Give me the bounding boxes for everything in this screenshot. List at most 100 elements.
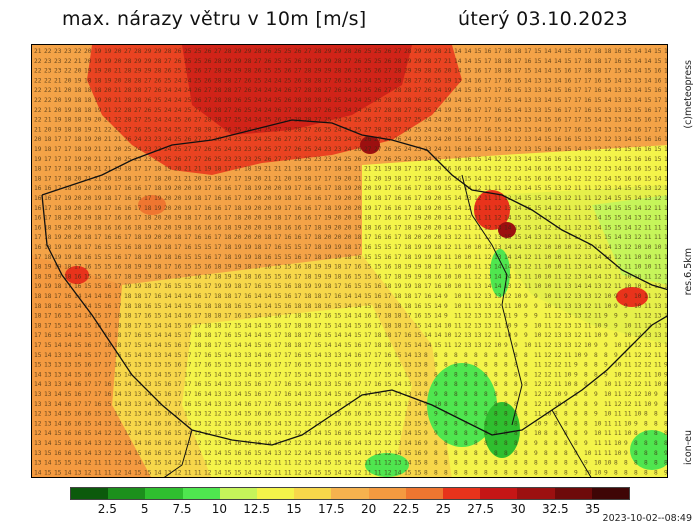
svg-text:8: 8 bbox=[574, 381, 578, 388]
svg-text:15: 15 bbox=[624, 205, 632, 212]
svg-text:26: 26 bbox=[274, 136, 282, 143]
svg-text:16: 16 bbox=[164, 440, 172, 447]
svg-text:8: 8 bbox=[514, 460, 518, 467]
svg-text:26: 26 bbox=[384, 48, 392, 55]
svg-text:17: 17 bbox=[94, 371, 102, 378]
svg-text:15: 15 bbox=[624, 58, 632, 65]
svg-text:10: 10 bbox=[614, 362, 622, 369]
svg-text:15: 15 bbox=[424, 303, 432, 310]
svg-text:27: 27 bbox=[184, 146, 192, 153]
svg-text:20: 20 bbox=[64, 77, 72, 84]
svg-text:17: 17 bbox=[334, 283, 342, 290]
svg-text:16: 16 bbox=[384, 352, 392, 359]
svg-text:20: 20 bbox=[94, 117, 102, 124]
svg-text:27: 27 bbox=[394, 48, 402, 55]
svg-text:9: 9 bbox=[664, 469, 668, 476]
svg-text:25: 25 bbox=[254, 156, 262, 163]
svg-text:26: 26 bbox=[284, 68, 292, 75]
svg-text:8: 8 bbox=[474, 381, 478, 388]
svg-text:18: 18 bbox=[494, 58, 502, 65]
svg-text:27: 27 bbox=[294, 87, 302, 94]
svg-text:23: 23 bbox=[44, 58, 52, 65]
svg-text:15: 15 bbox=[184, 411, 192, 418]
svg-text:14: 14 bbox=[614, 156, 622, 163]
svg-text:10: 10 bbox=[604, 303, 612, 310]
scale-tick-label: 32.5 bbox=[542, 502, 569, 516]
svg-text:26: 26 bbox=[264, 58, 272, 65]
svg-text:19: 19 bbox=[334, 195, 342, 202]
svg-text:18: 18 bbox=[74, 87, 82, 94]
svg-text:12: 12 bbox=[654, 273, 662, 280]
svg-text:15: 15 bbox=[514, 77, 522, 84]
svg-text:25: 25 bbox=[214, 156, 222, 163]
svg-text:16: 16 bbox=[314, 332, 322, 339]
svg-text:27: 27 bbox=[134, 107, 142, 114]
svg-text:14: 14 bbox=[634, 97, 642, 104]
svg-text:14: 14 bbox=[54, 411, 62, 418]
svg-text:17: 17 bbox=[64, 136, 72, 143]
border-north bbox=[41, 119, 667, 291]
svg-text:19: 19 bbox=[344, 166, 352, 173]
svg-text:8: 8 bbox=[624, 469, 628, 476]
svg-text:20: 20 bbox=[244, 224, 252, 231]
svg-text:18: 18 bbox=[214, 313, 222, 320]
svg-text:13: 13 bbox=[154, 362, 162, 369]
svg-text:8: 8 bbox=[594, 371, 598, 378]
svg-text:18: 18 bbox=[134, 234, 142, 241]
svg-text:14: 14 bbox=[554, 48, 562, 55]
svg-text:13: 13 bbox=[394, 401, 402, 408]
svg-text:25: 25 bbox=[414, 126, 422, 133]
svg-text:16: 16 bbox=[544, 175, 552, 182]
svg-text:19: 19 bbox=[94, 68, 102, 75]
svg-text:17: 17 bbox=[54, 195, 62, 202]
svg-text:20: 20 bbox=[254, 195, 262, 202]
svg-text:8: 8 bbox=[494, 391, 498, 398]
svg-text:19: 19 bbox=[34, 283, 42, 290]
svg-text:12: 12 bbox=[554, 322, 562, 329]
svg-text:9: 9 bbox=[664, 371, 668, 378]
svg-text:12: 12 bbox=[664, 342, 668, 349]
svg-text:11: 11 bbox=[474, 254, 482, 261]
svg-text:15: 15 bbox=[374, 264, 382, 271]
svg-text:18: 18 bbox=[354, 234, 362, 241]
svg-text:12: 12 bbox=[624, 391, 632, 398]
svg-text:26: 26 bbox=[254, 68, 262, 75]
svg-text:20: 20 bbox=[244, 234, 252, 241]
svg-text:16: 16 bbox=[344, 440, 352, 447]
svg-text:14: 14 bbox=[594, 244, 602, 251]
svg-text:27: 27 bbox=[204, 68, 212, 75]
svg-text:18: 18 bbox=[604, 48, 612, 55]
svg-text:15: 15 bbox=[84, 322, 92, 329]
svg-text:15: 15 bbox=[274, 293, 282, 300]
svg-text:26: 26 bbox=[174, 156, 182, 163]
svg-text:20: 20 bbox=[84, 58, 92, 65]
svg-text:13: 13 bbox=[494, 234, 502, 241]
svg-text:18: 18 bbox=[304, 175, 312, 182]
svg-text:19: 19 bbox=[44, 283, 52, 290]
svg-text:13: 13 bbox=[644, 332, 652, 339]
svg-text:23: 23 bbox=[244, 136, 252, 143]
svg-text:21: 21 bbox=[104, 156, 112, 163]
svg-text:23: 23 bbox=[414, 146, 422, 153]
svg-text:8: 8 bbox=[494, 420, 498, 427]
svg-text:10: 10 bbox=[664, 352, 668, 359]
svg-text:10: 10 bbox=[594, 420, 602, 427]
svg-text:21: 21 bbox=[104, 166, 112, 173]
svg-text:26: 26 bbox=[354, 146, 362, 153]
svg-text:17: 17 bbox=[324, 185, 332, 192]
svg-text:11: 11 bbox=[614, 391, 622, 398]
svg-text:11: 11 bbox=[644, 303, 652, 310]
svg-text:27: 27 bbox=[324, 77, 332, 84]
svg-text:16: 16 bbox=[384, 224, 392, 231]
svg-text:18: 18 bbox=[144, 283, 152, 290]
svg-text:13: 13 bbox=[74, 469, 82, 476]
svg-text:11: 11 bbox=[634, 313, 642, 320]
svg-text:24: 24 bbox=[134, 136, 142, 143]
svg-text:13: 13 bbox=[564, 322, 572, 329]
svg-text:14: 14 bbox=[174, 450, 182, 457]
svg-text:18: 18 bbox=[224, 244, 232, 251]
svg-text:18: 18 bbox=[94, 224, 102, 231]
svg-text:18: 18 bbox=[114, 322, 122, 329]
svg-text:19: 19 bbox=[294, 166, 302, 173]
svg-text:24: 24 bbox=[434, 97, 442, 104]
